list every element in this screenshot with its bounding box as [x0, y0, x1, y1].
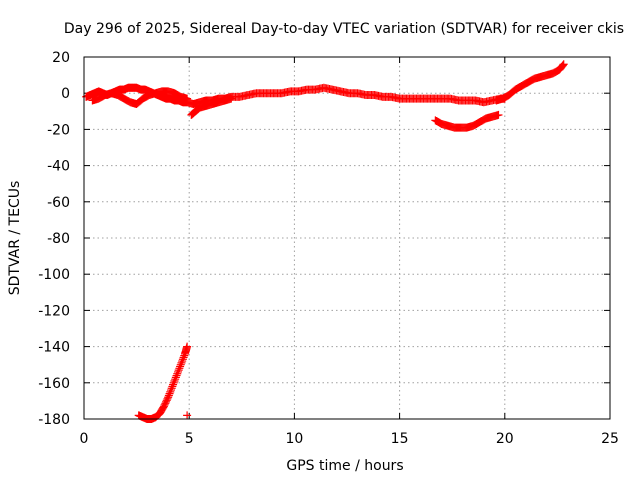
y-tick-label: -20: [47, 122, 70, 138]
data-point: [177, 358, 186, 367]
y-tick-label: -80: [47, 231, 70, 247]
data-point: [171, 375, 180, 384]
data-point: [183, 411, 192, 420]
data-point: [494, 110, 503, 119]
y-tick-label: -60: [47, 195, 70, 211]
x-tick-label: 15: [391, 431, 409, 447]
data-point: [166, 387, 175, 396]
data-point: [174, 366, 183, 375]
x-axis-title: GPS time / hours: [286, 458, 403, 474]
plot-frame: [83, 56, 611, 420]
x-tick-label: 5: [185, 431, 194, 447]
data-point: [559, 60, 568, 69]
y-tick-label: -40: [47, 159, 70, 175]
data-point: [178, 355, 187, 364]
grid: [84, 57, 610, 419]
data-point: [171, 373, 180, 382]
data-point: [169, 380, 178, 389]
x-tick-label: 0: [80, 431, 89, 447]
data-points: [82, 60, 568, 423]
y-tick-label: -180: [38, 412, 70, 428]
x-tick-label: 25: [601, 431, 619, 447]
data-point: [172, 371, 181, 380]
y-tick-label: 0: [61, 86, 70, 102]
data-point: [168, 382, 177, 391]
data-point: [175, 364, 184, 373]
chart-title: Day 296 of 2025, Sidereal Day-to-day VTE…: [64, 21, 624, 37]
data-point: [164, 393, 173, 402]
y-tick-label: 20: [52, 50, 70, 66]
data-point: [163, 394, 172, 403]
data-point: [170, 376, 179, 385]
data-point: [176, 360, 185, 369]
data-point: [173, 367, 182, 376]
data-point: [173, 369, 182, 378]
data-point: [166, 386, 175, 395]
axis-ticks: [83, 56, 611, 420]
data-point: [183, 342, 192, 351]
x-tick-label: 20: [496, 431, 514, 447]
data-point: [165, 389, 174, 398]
data-point: [558, 62, 567, 71]
data-point: [167, 384, 176, 393]
y-tick-label: -120: [38, 303, 70, 319]
data-point: [227, 94, 236, 103]
data-point: [176, 362, 185, 371]
data-point: [164, 391, 173, 400]
data-point: [559, 61, 568, 70]
data-point: [169, 378, 178, 387]
data-point: [179, 353, 188, 362]
y-tick-label: -140: [38, 340, 70, 356]
y-tick-label: -160: [38, 376, 70, 392]
x-tick-label: 10: [285, 431, 303, 447]
data-point: [183, 94, 192, 103]
y-tick-label: -100: [38, 267, 70, 283]
y-axis-title: SDTVAR / TECUs: [7, 181, 23, 296]
tick-labels: 0 5 10 15 20 25 20 0 -20 -40 -60 -80 -100 -120 -140 -16…: [38, 50, 619, 447]
data-point: [178, 357, 187, 366]
